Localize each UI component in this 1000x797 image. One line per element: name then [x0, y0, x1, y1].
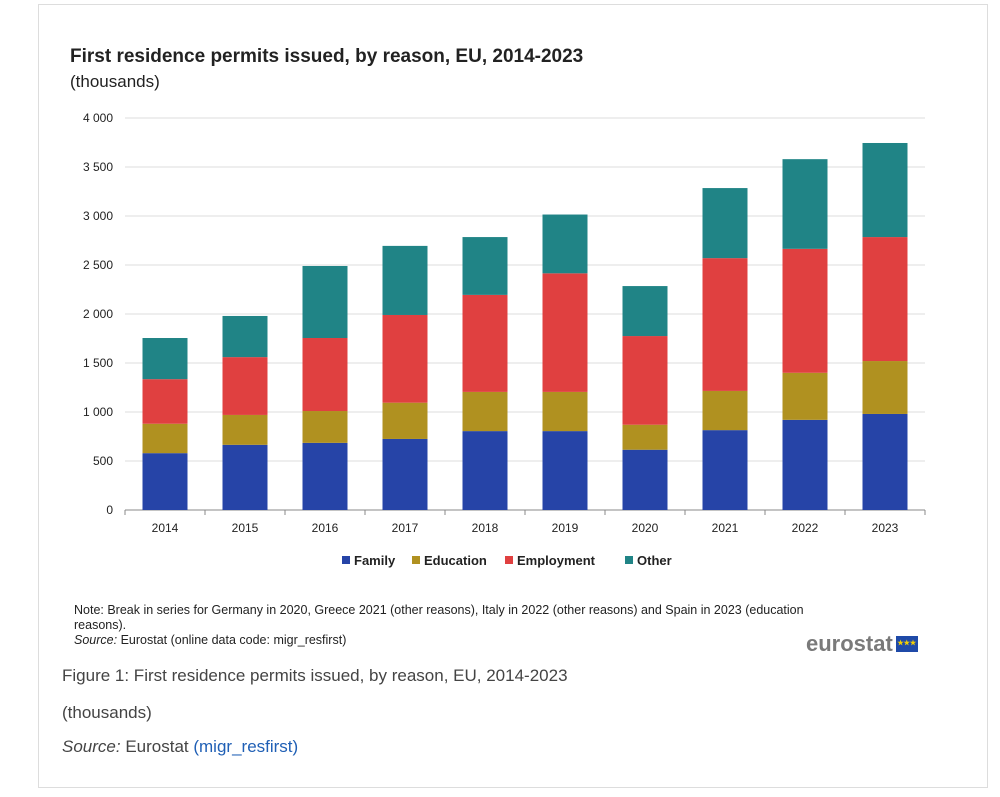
x-tick-label: 2021	[712, 521, 739, 535]
bar-education-2015	[222, 414, 268, 445]
chart-title: First residence permits issued, by reaso…	[70, 46, 584, 67]
legend-label-employment: Employment	[517, 553, 596, 568]
bar-other-2014	[142, 338, 188, 380]
bar-employment-2023	[862, 237, 908, 362]
x-tick-label: 2023	[872, 521, 899, 535]
bar-education-2018	[462, 391, 508, 432]
bar-other-2017	[382, 245, 428, 315]
figure-source: Source: Eurostat (migr_resfirst)	[62, 737, 299, 756]
bar-family-2014	[142, 453, 188, 510]
bar-education-2021	[702, 390, 748, 431]
y-tick-label: 500	[93, 454, 113, 468]
x-tick-label: 2016	[312, 521, 339, 535]
bar-family-2020	[622, 449, 668, 510]
y-tick-label: 1 000	[83, 405, 113, 419]
x-tick-label: 2019	[552, 521, 579, 535]
bar-family-2015	[222, 444, 268, 510]
y-tick-label: 1 500	[83, 356, 113, 370]
bar-employment-2019	[542, 273, 588, 392]
legend-swatch-employment	[505, 556, 513, 564]
bar-education-2014	[142, 423, 188, 454]
eurostat-logo: eurostat ★★★	[806, 631, 918, 656]
bar-employment-2022	[782, 248, 828, 373]
y-tick-label: 0	[106, 503, 113, 517]
bar-education-2017	[382, 402, 428, 439]
chart: 0 500 1 000 1 500 2 000 2 500 3 000 3 500 4 000 2…	[83, 111, 926, 568]
bar-other-2018	[462, 237, 508, 295]
x-tick-label: 2014	[152, 521, 179, 535]
bar-education-2022	[782, 372, 828, 420]
bar-employment-2015	[222, 357, 268, 415]
x-tick-label: 2020	[632, 521, 659, 535]
x-tick-label: 2017	[392, 521, 419, 535]
y-tick-label: 3 500	[83, 160, 113, 174]
legend-swatch-education	[412, 556, 420, 564]
figure-frame	[38, 4, 988, 788]
chart-subtitle: (thousands)	[70, 72, 160, 91]
y-tick-label: 4 000	[83, 111, 113, 125]
source-link[interactable]: (migr_resfirst)	[193, 737, 299, 756]
eu-flag-icon: ★★★	[895, 636, 918, 652]
bar-family-2021	[702, 430, 748, 510]
bar-employment-2021	[702, 258, 748, 391]
bar-other-2022	[782, 159, 828, 249]
bar-other-2015	[222, 315, 268, 358]
legend-label-education: Education	[424, 553, 487, 568]
bar-other-2023	[862, 142, 908, 238]
bar-education-2016	[302, 411, 348, 443]
bar-education-2023	[862, 361, 908, 414]
bar-family-2017	[382, 438, 428, 510]
y-tick-label: 3 000	[83, 209, 113, 223]
bar-employment-2020	[622, 336, 668, 425]
bar-employment-2018	[462, 294, 508, 392]
x-tick-label: 2015	[232, 521, 259, 535]
bar-family-2018	[462, 431, 508, 510]
bar-employment-2017	[382, 314, 428, 403]
figure-unit: (thousands)	[62, 703, 152, 722]
y-tick-label: 2 000	[83, 307, 113, 321]
bar-family-2022	[782, 419, 828, 510]
bar-other-2016	[302, 265, 348, 339]
bar-family-2023	[862, 413, 908, 510]
x-tick-label: 2018	[472, 521, 499, 535]
x-tick-label: 2022	[792, 521, 819, 535]
bar-employment-2014	[142, 379, 188, 424]
legend-swatch-family	[342, 556, 350, 564]
bar-other-2020	[622, 286, 668, 337]
bar-education-2019	[542, 391, 588, 432]
legend-label-family: Family	[354, 553, 396, 568]
bar-education-2020	[622, 424, 668, 450]
legend-swatch-other	[625, 556, 633, 564]
bar-other-2019	[542, 214, 588, 274]
bar-employment-2016	[302, 338, 348, 412]
bar-family-2016	[302, 442, 348, 510]
chart-note: Note: Break in series for Germany in 202…	[74, 603, 804, 647]
bar-family-2019	[542, 431, 588, 510]
y-tick-label: 2 500	[83, 258, 113, 272]
figure-caption: Figure 1: First residence permits issued…	[62, 666, 568, 685]
legend-label-other: Other	[637, 553, 672, 568]
bar-other-2021	[702, 188, 748, 259]
